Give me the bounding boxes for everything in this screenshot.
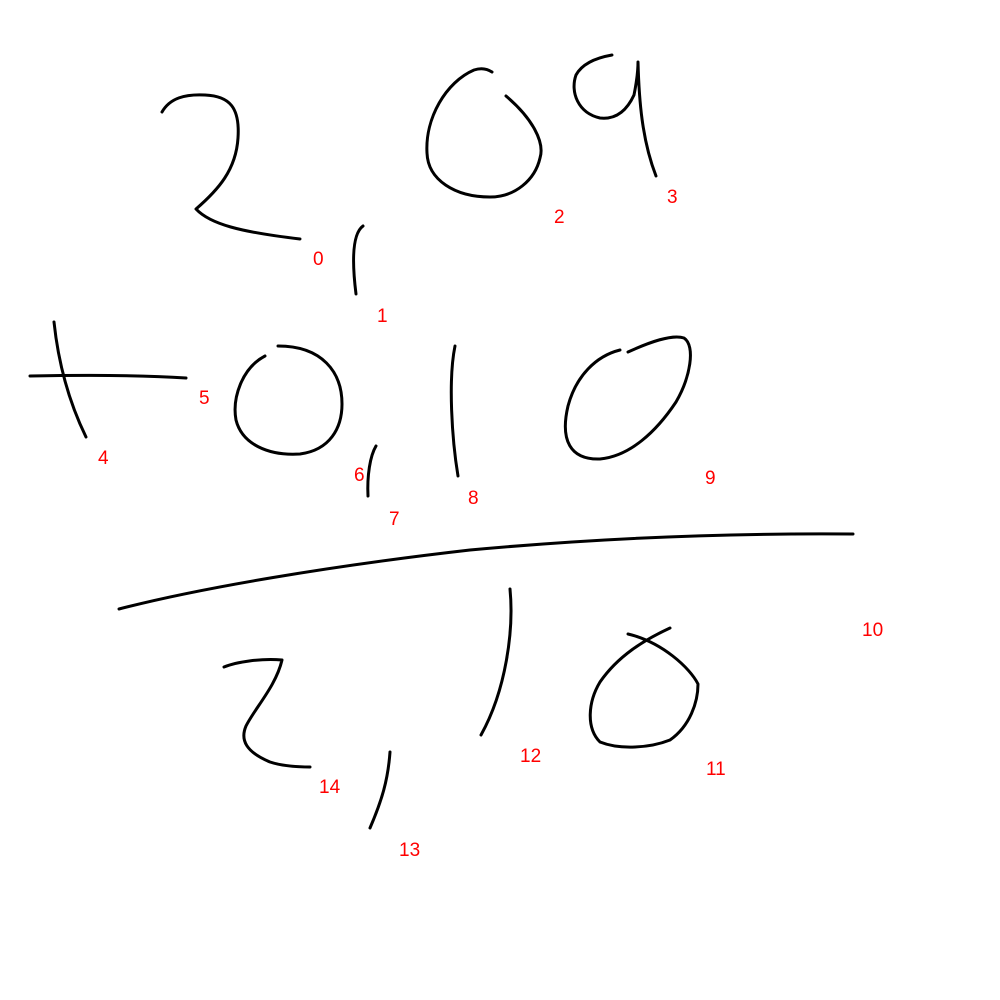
stroke-label-7: 7 (389, 509, 400, 530)
stroke-0 (160, 93, 302, 241)
stroke-8 (449, 344, 460, 478)
stroke-2 (425, 67, 543, 199)
stroke-label-6: 6 (354, 465, 365, 486)
stroke-3 (572, 53, 658, 178)
stroke-9 (563, 335, 692, 461)
stroke-label-5: 5 (199, 388, 210, 409)
stroke-6 (233, 344, 344, 456)
stroke-7 (366, 444, 378, 498)
stroke-label-4: 4 (98, 448, 109, 469)
stroke-label-10: 10 (862, 620, 884, 641)
stroke-label-12: 12 (520, 746, 542, 767)
stroke-label-1: 1 (377, 306, 388, 327)
stroke-13 (368, 750, 392, 830)
stroke-4 (52, 320, 88, 439)
stroke-10 (117, 532, 855, 611)
stroke-label-13: 13 (399, 840, 421, 861)
stroke-label-3: 3 (667, 187, 678, 208)
stroke-1 (352, 224, 365, 296)
stroke-label-0: 0 (313, 249, 324, 270)
stroke-5 (28, 373, 188, 380)
stroke-label-9: 9 (705, 468, 716, 489)
stroke-label-8: 8 (468, 488, 479, 509)
stroke-label-14: 14 (319, 777, 341, 798)
stroke-label-11: 11 (706, 759, 726, 780)
stroke-12 (479, 587, 513, 737)
stroke-label-2: 2 (554, 207, 565, 228)
stroke-11 (588, 626, 700, 749)
stroke-14 (222, 658, 312, 769)
